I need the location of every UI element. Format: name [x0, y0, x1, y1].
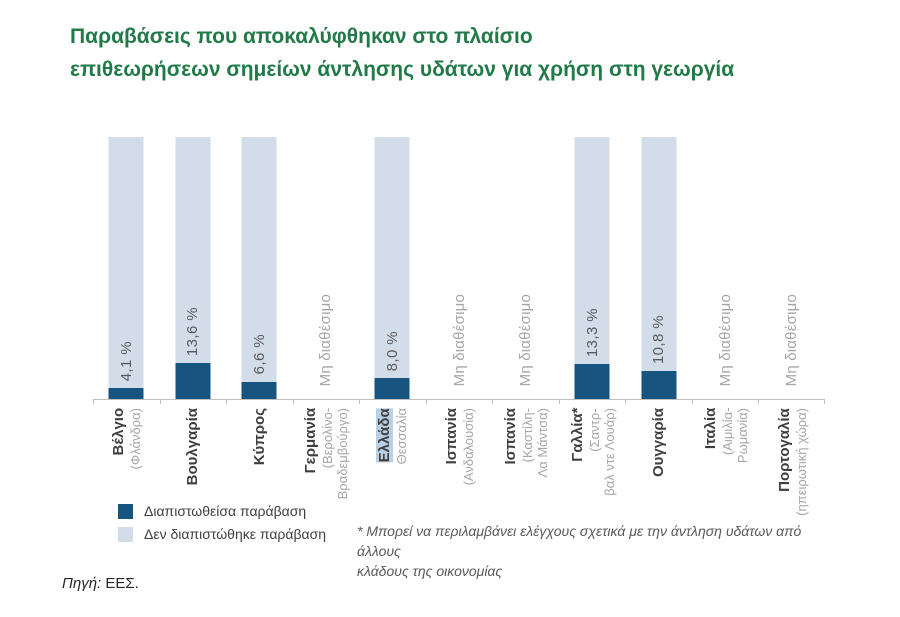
stacked-bar: [374, 137, 410, 399]
axis-tick: [226, 399, 228, 404]
bar-violation-segment: [574, 364, 610, 399]
stacked-bar: [175, 137, 211, 399]
axis-tick: [824, 399, 825, 404]
not-available-label: Μη διαθέσιμο: [450, 293, 468, 386]
region-name: βαλ ντε Λουάρ): [601, 408, 617, 496]
legend-label: Δεν διαπιστώθηκε παράβαση: [144, 526, 327, 542]
x-axis-label: Πορτογαλία (ηπειρωτική χώρα): [758, 408, 825, 528]
chart-column: 6,6 %: [226, 137, 293, 399]
not-available-label: Μη διαθέσιμο: [716, 293, 734, 386]
country-name: Κύπρος: [250, 408, 268, 466]
chart-column: Μη διαθέσιμο: [758, 137, 825, 399]
bar-violation-segment: [241, 381, 277, 399]
region-name: Ρωμανία): [734, 408, 750, 464]
no-violation-swatch-icon: [118, 526, 133, 542]
footnote-line2: κλάδους της οικονομίας: [357, 563, 503, 579]
source-line: Πηγή: ΕΕΣ.: [62, 575, 139, 592]
plot-area: 4,1 % 13,6 % 6,6 % Μη διαθέσιμο 8,0 % Μη διαθ…: [93, 137, 825, 404]
stacked-bar: [241, 137, 277, 399]
chart-column: Μη διαθέσιμο: [692, 137, 759, 399]
source-prefix: Πηγή:: [62, 575, 102, 592]
axis-tick: [558, 399, 560, 404]
highlighted-country: Ελλάδα: [376, 408, 394, 463]
x-axis-label: Γαλλία* (Σαντρ-βαλ ντε Λουάρ): [559, 408, 626, 528]
axis-tick: [425, 399, 427, 404]
axis-tick: [93, 399, 94, 404]
region-name: (ηπειρωτική χώρα): [793, 408, 809, 516]
axis-tick: [492, 399, 494, 404]
axis-tick: [625, 399, 627, 404]
x-axis-label: Ιταλία (Αιμιλία- Ρωμανία): [692, 408, 759, 528]
region-name: Βραδεμβούργο): [335, 408, 351, 500]
bar-violation-segment: [374, 378, 410, 399]
bar-value-label: 13,6 %: [184, 307, 202, 357]
axis-tick: [359, 399, 361, 404]
country-name: Γαλλία*: [568, 408, 586, 463]
chart-title: Παραβάσεις που αποκαλύφθηκαν στο πλαίσιο…: [70, 20, 860, 86]
country-name: Ισπανία: [502, 408, 520, 465]
bar-violation-segment: [108, 388, 144, 399]
bar-violation-segment: [641, 370, 677, 399]
axis-tick: [292, 399, 294, 404]
not-available-label: Μη διαθέσιμο: [317, 293, 335, 386]
footnote-line1: * Μπορεί να περιλαμβάνει ελέγχους σχετικ…: [357, 523, 802, 559]
country-name: Πορτογαλία: [775, 408, 793, 492]
country-name: Βέλγιο: [110, 408, 128, 456]
legend: Διαπιστωθείσα παράβαση Δεν διαπιστώθηκε …: [118, 503, 326, 549]
chart-column: Μη διαθέσιμο: [426, 137, 493, 399]
country-name: Ισπανία: [443, 408, 460, 465]
region-name: (Αιμιλία-: [719, 408, 735, 456]
stacked-bar: [574, 137, 610, 399]
chart-column: 4,1 %: [93, 137, 160, 399]
chart-column: 8,0 %: [359, 137, 426, 399]
country-name: Γερμανία: [302, 408, 320, 474]
country-name: Ιταλία: [701, 408, 719, 450]
not-available-label: Μη διαθέσιμο: [517, 293, 535, 386]
chart-title-line2: επιθεωρήσεων σημείων άντλησης υδάτων για…: [70, 58, 735, 81]
region-name: (Φλάνδρα): [128, 408, 144, 470]
country-name: Βουλγαρία: [184, 408, 202, 486]
region-name: (Καστίλη-: [520, 408, 536, 463]
chart-column: Μη διαθέσιμο: [492, 137, 559, 399]
region-name: Θεσσαλία: [394, 408, 410, 465]
x-axis-label: Ελλάδα Θεσσαλία: [359, 408, 426, 528]
chart-column: 13,6 %: [160, 137, 227, 399]
chart-title-line1: Παραβάσεις που αποκαλύφθηκαν στο πλαίσιο: [70, 25, 533, 48]
bar-violation-segment: [175, 363, 211, 399]
axis-tick: [758, 399, 760, 404]
not-available-label: Μη διαθέσιμο: [783, 293, 801, 386]
source-text: ΕΕΣ.: [105, 575, 139, 592]
bar-value-label: 6,6 %: [250, 334, 268, 375]
country-name: Ουγγαρία: [650, 408, 668, 477]
bar-value-label: 8,0 %: [383, 330, 401, 372]
bar-value-label: 10,8 %: [650, 314, 668, 364]
axis-tick: [691, 399, 693, 404]
legend-item-no-violation: Δεν διαπιστώθηκε παράβαση: [118, 526, 326, 542]
bar-value-label: 13,3 %: [583, 308, 601, 358]
x-axis-label: Ουγγαρία: [625, 408, 692, 528]
legend-label: Διαπιστωθείσα παράβαση: [144, 503, 307, 519]
region-name: (Βερολίνο-: [320, 408, 336, 469]
x-axis-label: Ισπανία (Καστίλη- Λα Μάντσα): [492, 408, 559, 528]
violation-swatch-icon: [118, 503, 133, 519]
region-name: (Ανδαλουσία): [461, 408, 476, 486]
axis-tick: [159, 399, 161, 404]
legend-item-violation: Διαπιστωθείσα παράβαση: [118, 503, 326, 519]
country-name: Ελλάδα: [375, 408, 394, 464]
x-axis-label: Ισπανία (Ανδαλουσία): [426, 408, 493, 528]
bar-value-label: 4,1 %: [117, 340, 135, 382]
footnote: * Μπορεί να περιλαμβάνει ελέγχους σχετικ…: [357, 521, 847, 581]
region-name: Λα Μάντσα): [535, 408, 551, 478]
chart-column: 10,8 %: [625, 137, 692, 399]
stacked-bar: [641, 137, 677, 399]
region-name: (Σαντρ-: [586, 408, 602, 452]
chart-column: 13,3 %: [559, 137, 626, 399]
chart-column: Μη διαθέσιμο: [293, 137, 360, 399]
stacked-bar: [108, 137, 144, 399]
